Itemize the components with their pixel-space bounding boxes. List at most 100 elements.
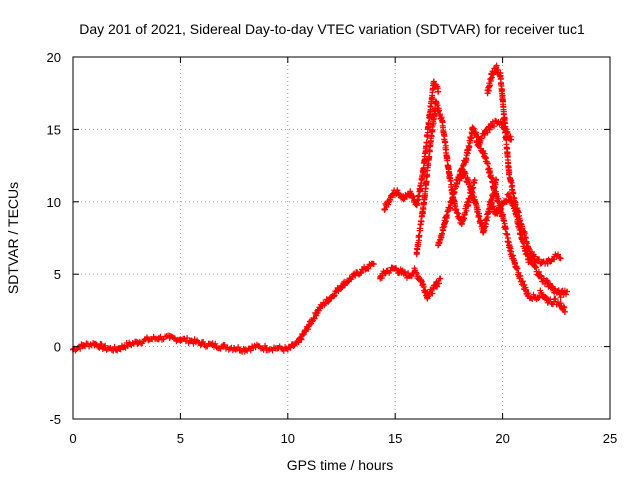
data-point xyxy=(495,119,502,126)
data-point xyxy=(338,282,345,289)
data-point xyxy=(506,169,513,176)
data-point xyxy=(407,190,414,197)
series-arc-b xyxy=(381,78,442,213)
data-point xyxy=(525,256,532,263)
data-point xyxy=(486,169,493,176)
data-point xyxy=(454,177,461,184)
data-point xyxy=(392,265,399,272)
data-point xyxy=(518,278,525,285)
y-tick-label: 10 xyxy=(47,195,61,210)
x-tick-label: 15 xyxy=(388,431,402,446)
data-point xyxy=(493,191,500,198)
data-point xyxy=(445,169,452,176)
data-point xyxy=(435,242,442,249)
series-baseline xyxy=(70,260,377,355)
data-point xyxy=(544,297,551,304)
data-point xyxy=(441,220,448,227)
data-point xyxy=(394,187,401,194)
x-axis-label: GPS time / hours xyxy=(287,457,394,473)
data-point xyxy=(531,294,538,301)
x-tick-label: 20 xyxy=(495,431,509,446)
data-point xyxy=(557,255,564,262)
data-point xyxy=(439,119,446,126)
data-point xyxy=(538,259,545,266)
data-point xyxy=(241,346,248,353)
series-arc-a xyxy=(377,264,444,302)
data-point xyxy=(465,198,472,205)
data-point xyxy=(551,253,558,260)
data-point xyxy=(430,78,437,85)
plot-frame xyxy=(72,56,611,420)
data-point xyxy=(413,201,420,208)
data-point xyxy=(506,193,513,200)
data-point xyxy=(471,177,478,184)
data-point xyxy=(551,287,558,294)
data-point xyxy=(486,198,493,205)
data-point xyxy=(458,220,465,227)
data-point xyxy=(80,342,87,349)
data-point xyxy=(484,90,491,97)
x-tick-label: 25 xyxy=(603,431,617,446)
x-tick-label: 10 xyxy=(281,431,295,446)
data-point xyxy=(220,343,227,350)
data-point xyxy=(480,227,487,234)
data-point xyxy=(488,122,495,129)
data-point xyxy=(102,345,109,352)
data-point xyxy=(359,266,366,273)
data-point xyxy=(424,292,431,299)
data-point xyxy=(561,308,568,315)
data-point xyxy=(557,291,564,298)
data-point xyxy=(198,340,205,347)
data-point xyxy=(493,64,500,71)
data-point xyxy=(482,129,489,136)
data-point xyxy=(252,343,259,350)
data-point xyxy=(177,336,184,343)
data-point xyxy=(231,345,238,352)
data-point xyxy=(91,340,98,347)
data-point xyxy=(551,298,558,305)
data-point xyxy=(564,288,571,295)
data-point xyxy=(349,274,356,281)
data-point xyxy=(518,236,525,243)
chart-title: Day 201 of 2021, Sidereal Day-to-day VTE… xyxy=(79,21,585,37)
data-point xyxy=(377,274,384,281)
y-tick-label: 5 xyxy=(54,267,61,282)
series-arc-h xyxy=(486,191,571,301)
data-point xyxy=(112,346,119,353)
data-point xyxy=(452,206,459,213)
data-point xyxy=(381,206,388,213)
data-point xyxy=(400,195,407,202)
data-point xyxy=(274,345,281,352)
series-arc-c xyxy=(413,98,478,258)
data-point xyxy=(398,269,405,276)
data-point-markers xyxy=(70,260,376,355)
data-point xyxy=(557,300,564,307)
data-point xyxy=(327,294,334,301)
data-point xyxy=(370,261,377,268)
data-point xyxy=(145,336,152,343)
data-point xyxy=(387,193,394,200)
data-point xyxy=(306,321,313,328)
data-point xyxy=(430,285,437,292)
data-point xyxy=(383,268,390,275)
data-point xyxy=(467,184,474,191)
data-point xyxy=(497,72,504,79)
data-point xyxy=(448,198,455,205)
data-point xyxy=(463,155,470,162)
data-point xyxy=(166,334,173,341)
y-tick-label: -5 xyxy=(49,412,61,427)
series-arc-g xyxy=(484,62,564,267)
data-point xyxy=(538,275,545,282)
data-point xyxy=(499,201,506,208)
data-point xyxy=(413,249,420,256)
data-point xyxy=(512,263,519,270)
data-point xyxy=(426,148,433,155)
data-point xyxy=(411,268,418,275)
data-point xyxy=(538,290,545,297)
data-point xyxy=(295,339,302,346)
data-point xyxy=(134,339,141,346)
data-point xyxy=(506,242,513,249)
x-tick-label: 0 xyxy=(69,431,76,446)
